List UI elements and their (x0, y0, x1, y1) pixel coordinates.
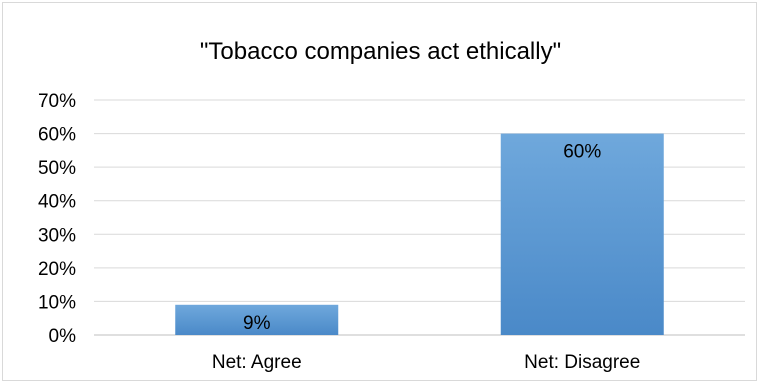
category-label: Net: Disagree (524, 352, 640, 373)
y-axis-tick-labels: 0% 10% 20% 30% 40% 50% 60% 70% (38, 91, 76, 347)
data-label: 60% (563, 142, 601, 163)
data-label: 9% (243, 313, 271, 334)
y-tick-label: 30% (38, 225, 76, 246)
chart-title: "Tobacco companies act ethically" (199, 38, 562, 65)
y-tick-label: 60% (38, 125, 76, 146)
y-tick-label: 40% (38, 192, 76, 213)
bar (500, 133, 664, 335)
y-tick-label: 70% (38, 91, 76, 112)
bars (175, 133, 664, 335)
data-labels: 9% 60% (243, 142, 601, 334)
y-tick-label: 10% (38, 292, 76, 313)
category-label: Net: Agree (212, 352, 302, 373)
y-tick-label: 50% (38, 158, 76, 179)
y-tick-label: 20% (38, 259, 76, 280)
bar (175, 304, 339, 335)
x-axis-category-labels: Net: Agree Net: Disagree (212, 352, 640, 373)
y-tick-label: 0% (49, 326, 77, 347)
